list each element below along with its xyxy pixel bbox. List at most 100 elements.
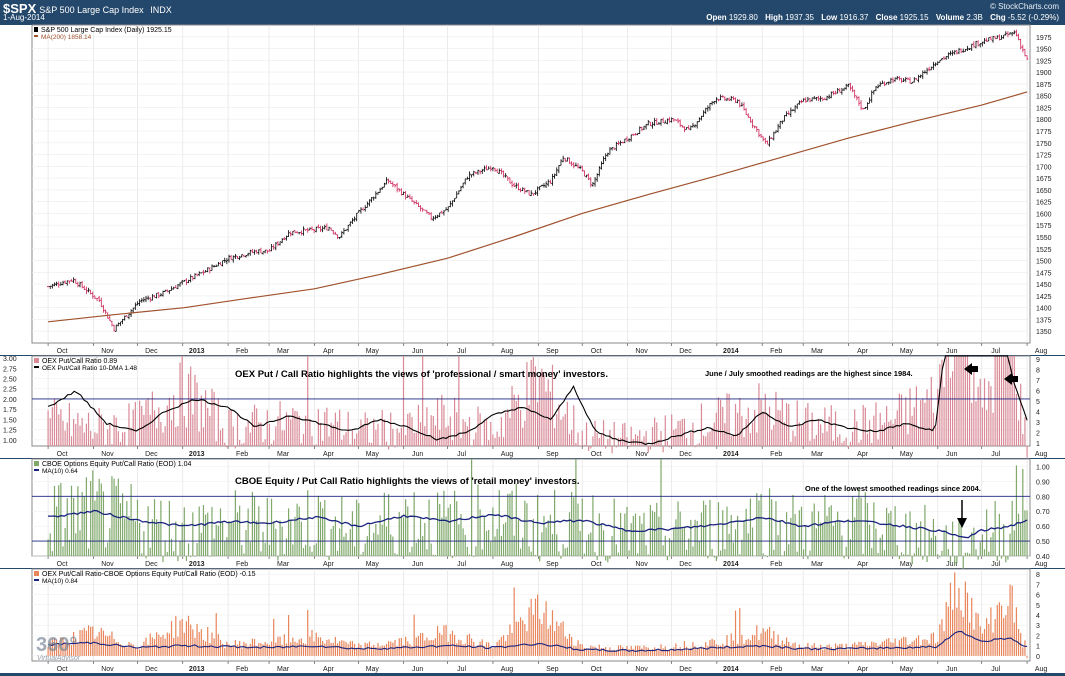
x-tick-label: 2013 — [189, 451, 205, 458]
y-tick-label: 0.90 — [1036, 479, 1050, 486]
y-tick-label: 1775 — [1036, 129, 1052, 136]
y-tick-label: 0.70 — [1036, 509, 1050, 516]
x-tick-label: Apr — [323, 561, 335, 568]
x-tick-label: Apr — [323, 451, 335, 458]
y-tick-label: 2.50 — [3, 377, 17, 384]
y-tick-label: 0 — [1036, 654, 1040, 661]
x-tick-label: Nov — [101, 348, 114, 355]
plot-border — [31, 24, 1031, 344]
x-tick-label: Oct — [591, 561, 602, 568]
x-tick-label: Sep — [546, 666, 559, 673]
x-tick-label: Jun — [412, 666, 423, 673]
y-tick-label-right: 1 — [1036, 441, 1040, 448]
y-tick-label: 1.50 — [3, 417, 17, 424]
annotation-cboe-low: One of the lowest smoothed readings sinc… — [805, 484, 981, 493]
legend-line: MA(10) 0.64 — [42, 468, 78, 475]
x-tick-label: Mar — [277, 666, 290, 673]
x-tick-label: Sep — [546, 561, 559, 568]
x-tick-label: Sep — [546, 451, 559, 458]
arrow-icon — [1004, 373, 1018, 385]
y-tick-label: 2.25 — [3, 387, 17, 394]
y-tick-label: 5 — [1036, 603, 1040, 610]
panel-background — [0, 569, 1065, 673]
x-tick-label: Nov — [635, 561, 648, 568]
x-tick-label: May — [366, 348, 380, 355]
x-tick-label: Apr — [857, 451, 869, 458]
legend-swatch-bars — [34, 571, 39, 576]
y-tick-label: 8 — [1036, 572, 1040, 579]
y-tick-label: 1350 — [1036, 329, 1052, 336]
y-tick-label: 1550 — [1036, 235, 1052, 242]
y-tick-label: 1.75 — [3, 407, 17, 414]
y-tick-label: 1475 — [1036, 270, 1052, 277]
x-tick-label: May — [366, 451, 380, 458]
x-tick-label: 2014 — [723, 561, 739, 568]
x-tick-label: Dec — [145, 666, 158, 673]
y-tick-label: 0.60 — [1036, 524, 1050, 531]
x-tick-label: Nov — [101, 451, 114, 458]
legend-swatch-line — [34, 469, 39, 471]
x-tick-label: Apr — [323, 666, 335, 673]
legend-swatch-price — [34, 27, 38, 32]
x-tick-label: Jul — [991, 451, 1000, 458]
watermark-name: VirtualAdvisor — [37, 655, 81, 662]
x-tick-label: Dec — [679, 561, 692, 568]
symbol-title: $SPX S&P 500 Large Cap Index INDX — [3, 1, 172, 16]
x-tick-label: Jun — [946, 561, 957, 568]
y-tick-label: 1800 — [1036, 117, 1052, 124]
copyright[interactable]: © StockCharts.com — [989, 2, 1059, 11]
x-tick-label: Nov — [635, 348, 648, 355]
x-tick-label: Apr — [857, 666, 869, 673]
x-tick-label: Dec — [679, 451, 692, 458]
y-tick-label: 1850 — [1036, 94, 1052, 101]
ma200-line — [48, 91, 1028, 323]
x-tick-label: Jul — [991, 348, 1000, 355]
y-tick-label: 7 — [1036, 582, 1040, 589]
x-tick-label: May — [366, 666, 380, 673]
x-tick-label: 2014 — [723, 451, 739, 458]
x-tick-label: Feb — [770, 348, 782, 355]
chg-label: Chg — [990, 13, 1006, 22]
y-tick-label: 1.00 — [1036, 464, 1050, 471]
x-tick-label: 2013 — [189, 666, 205, 673]
x-tick-label: Dec — [145, 348, 158, 355]
chg-value: -5.52 (-0.29%) — [1007, 13, 1059, 22]
legend-bars: OEX Put/Call Ratio-CBOE Options Equity P… — [42, 571, 256, 578]
y-tick-label: 2 — [1036, 633, 1040, 640]
y-tick-label: 1.00 — [3, 438, 17, 445]
x-tick-label: Sep — [546, 348, 559, 355]
x-tick-label: Aug — [501, 561, 514, 568]
symbol-ticker: $SPX — [3, 1, 37, 16]
smoothed-line — [48, 509, 1028, 539]
y-tick-label: 1575 — [1036, 223, 1052, 230]
ohlc-readout: Open 1929.80 High 1937.35 Low 1916.37 Cl… — [701, 13, 1059, 22]
x-tick-label: Dec — [679, 348, 692, 355]
x-tick-label: May — [900, 666, 914, 673]
watermark-logo: 360°VirtualAdvisor — [36, 634, 81, 662]
smoothed-line — [47, 355, 1028, 445]
y-tick-label: 0.80 — [1036, 494, 1050, 501]
x-tick-label: May — [900, 561, 914, 568]
chart-header: $SPX S&P 500 Large Cap Index INDX 1-Aug-2… — [0, 0, 1065, 22]
open-label: Open — [706, 13, 727, 22]
legend-swatch-bars — [34, 461, 39, 466]
x-tick-label: Nov — [635, 666, 648, 673]
y-tick-label-right: 2 — [1036, 430, 1040, 437]
arrow-icon — [964, 363, 978, 375]
y-tick-label: 1825 — [1036, 105, 1052, 112]
arrow-icon — [957, 518, 967, 528]
panel-1: Oct Nov Dec 2013 Feb Mar Apr May Jun Jul Aug Sep Oct… — [0, 24, 1065, 355]
x-tick-label: Aug — [501, 348, 514, 355]
y-tick-label: 1600 — [1036, 211, 1052, 218]
low-value: 1916.37 — [839, 13, 869, 22]
y-tick-label: 1975 — [1036, 35, 1052, 42]
y-tick-label: 2.75 — [3, 366, 17, 373]
x-tick-label: Mar — [277, 451, 290, 458]
x-tick-label: 2013 — [189, 561, 205, 568]
x-tick-label: Apr — [857, 348, 869, 355]
x-tick-label: Jun — [412, 451, 423, 458]
x-tick-label: Jun — [946, 451, 957, 458]
legend-line: OEX Put/Call Ratio 10-DMA 1.48 — [42, 365, 137, 372]
